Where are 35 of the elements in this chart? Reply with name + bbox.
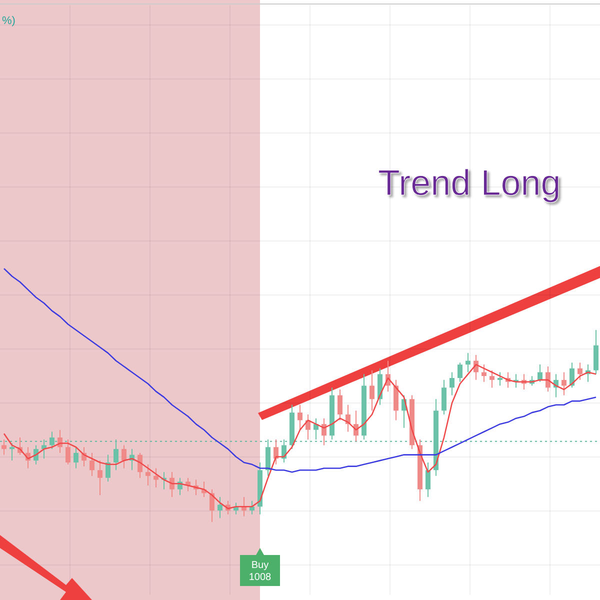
candlestick <box>426 462 430 498</box>
candlestick <box>578 362 582 380</box>
candlestick <box>546 366 550 392</box>
text: Trend Long <box>378 162 561 203</box>
candlestick <box>314 418 318 440</box>
candlestick <box>50 431 54 450</box>
candlestick <box>74 446 78 469</box>
candlestick <box>122 444 126 469</box>
candlestick <box>562 372 566 396</box>
candlestick <box>266 438 270 476</box>
candlestick <box>146 464 150 486</box>
candlestick <box>490 370 494 388</box>
candlestick <box>2 438 6 456</box>
candlestick <box>98 460 102 496</box>
candlestick <box>42 438 46 460</box>
candlestick <box>482 364 486 382</box>
text: %) <box>2 15 16 27</box>
candlestick <box>370 370 374 412</box>
candlestick <box>154 468 158 488</box>
candlestick <box>218 496 222 519</box>
candlestick <box>106 454 110 482</box>
candlestick <box>90 452 94 476</box>
candlestick <box>498 372 502 386</box>
candlestick <box>442 379 446 415</box>
candlestick <box>210 488 214 522</box>
candlestick <box>466 352 470 373</box>
candlestick <box>298 404 302 430</box>
candlestick <box>66 438 70 465</box>
candlestick <box>458 362 462 382</box>
candlestick <box>338 389 342 421</box>
text: Buy 1008 <box>248 560 272 583</box>
candlestick <box>114 438 118 471</box>
candlestick <box>538 364 542 382</box>
candlestick <box>450 372 454 396</box>
candlestick <box>10 442 14 462</box>
